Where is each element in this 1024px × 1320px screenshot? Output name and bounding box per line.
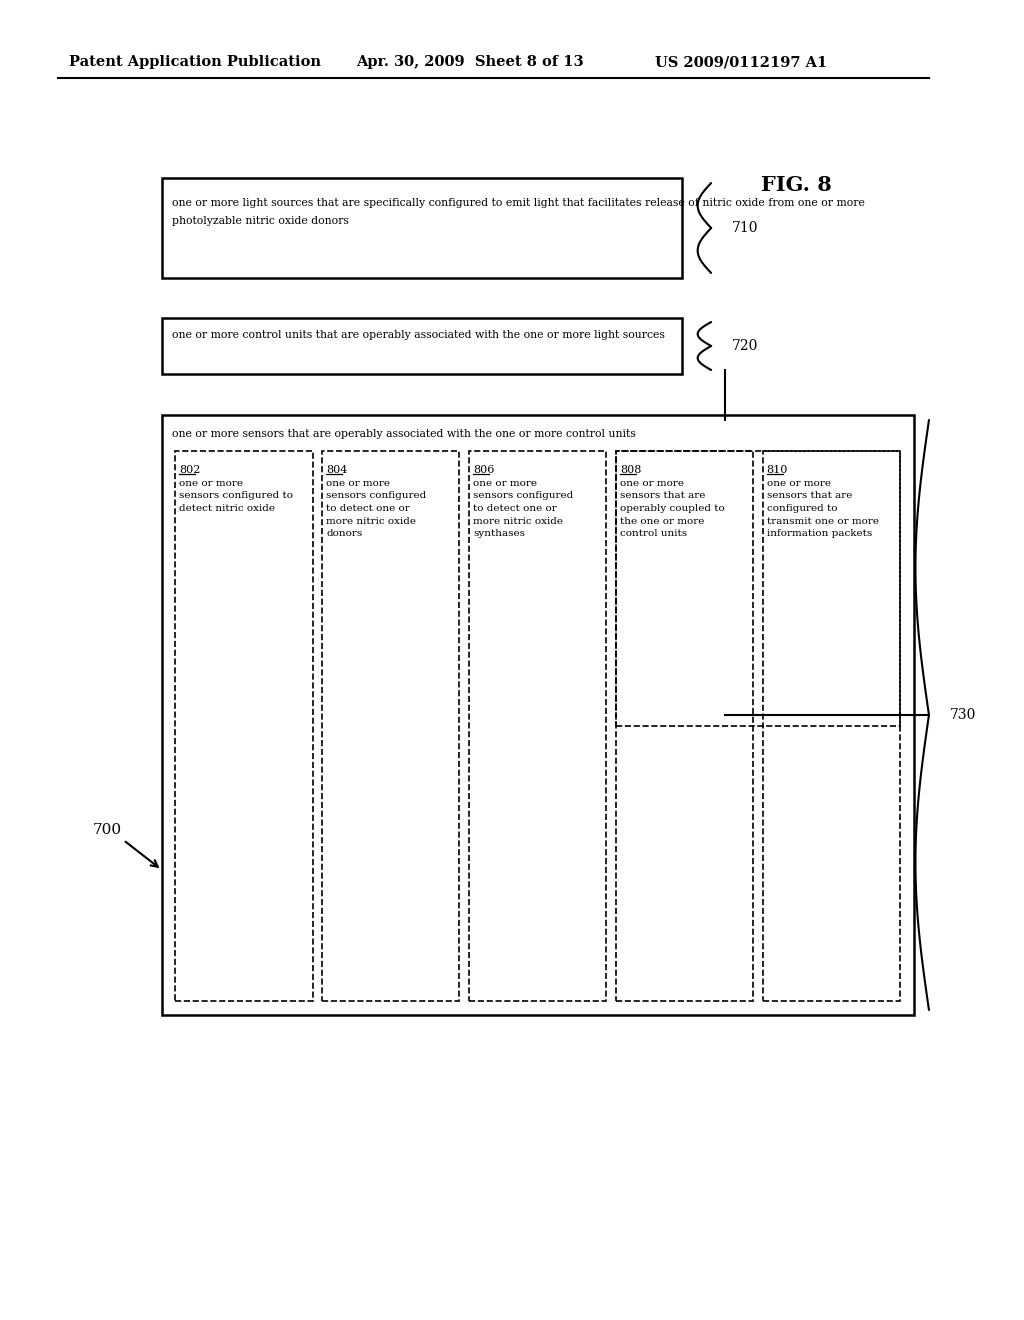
Text: one or more
sensors configured
to detect one or
more nitric oxide
donors: one or more sensors configured to detect… <box>326 479 426 539</box>
Text: US 2009/0112197 A1: US 2009/0112197 A1 <box>655 55 827 69</box>
Text: Apr. 30, 2009  Sheet 8 of 13: Apr. 30, 2009 Sheet 8 of 13 <box>356 55 584 69</box>
Bar <box>763 451 900 1001</box>
Text: one or more
sensors configured
to detect one or
more nitric oxide
synthases: one or more sensors configured to detect… <box>473 479 573 539</box>
Text: 808: 808 <box>620 465 641 475</box>
Text: one or more
sensors configured to
detect nitric oxide: one or more sensors configured to detect… <box>179 479 293 513</box>
Text: 730: 730 <box>950 708 977 722</box>
Text: 810: 810 <box>767 465 788 475</box>
Text: one or more light sources that are specifically configured to emit light that fa: one or more light sources that are speci… <box>172 198 864 209</box>
Bar <box>616 451 754 1001</box>
Bar <box>175 451 312 1001</box>
Text: 710: 710 <box>732 220 759 235</box>
Text: Patent Application Publication: Patent Application Publication <box>70 55 322 69</box>
Text: one or more control units that are operably associated with the one or more ligh: one or more control units that are opera… <box>172 330 665 341</box>
Bar <box>616 451 900 726</box>
Text: one or more
sensors that are
configured to
transmit one or more
information pack: one or more sensors that are configured … <box>767 479 879 539</box>
Bar <box>162 318 682 374</box>
Bar <box>162 414 913 1015</box>
Text: 720: 720 <box>732 339 759 352</box>
Text: 806: 806 <box>473 465 495 475</box>
Text: 802: 802 <box>179 465 201 475</box>
Text: 700: 700 <box>92 822 122 837</box>
Bar <box>323 451 460 1001</box>
Text: photolyzable nitric oxide donors: photolyzable nitric oxide donors <box>172 216 348 226</box>
Text: one or more
sensors that are
operably coupled to
the one or more
control units: one or more sensors that are operably co… <box>620 479 725 539</box>
Text: 804: 804 <box>326 465 347 475</box>
Bar <box>162 178 682 279</box>
Bar <box>469 451 606 1001</box>
Text: one or more sensors that are operably associated with the one or more control un: one or more sensors that are operably as… <box>172 429 635 440</box>
Text: FIG. 8: FIG. 8 <box>761 176 833 195</box>
